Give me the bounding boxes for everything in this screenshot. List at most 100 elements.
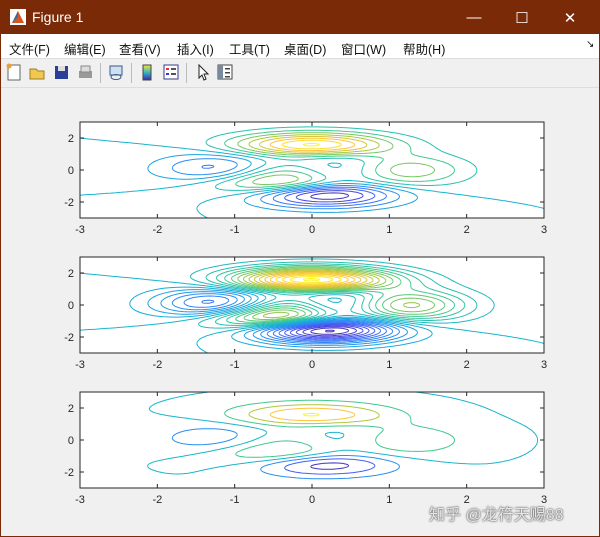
x-tick-label: -2	[152, 224, 162, 236]
contour-line	[264, 271, 362, 287]
property-inspector-icon[interactable]	[216, 63, 234, 81]
menu-window[interactable]: 窗口(W)	[341, 43, 387, 57]
contour-line	[205, 126, 478, 191]
new-figure-icon[interactable]	[5, 63, 23, 81]
contour-line	[224, 399, 455, 458]
contour-line	[237, 267, 436, 320]
save-icon[interactable]	[52, 63, 70, 81]
contour-line	[258, 136, 368, 153]
menu-insert[interactable]: 插入(I)	[177, 43, 214, 57]
contour-axes-3: -3 -2 -1 0 1 2 3 2 0 -2	[64, 391, 547, 506]
contour-line	[310, 462, 350, 470]
contour-line	[248, 404, 380, 425]
contour-line	[281, 274, 342, 285]
contour-line	[224, 129, 455, 188]
x-tick-label: -1	[230, 224, 240, 236]
y-tick-label: 2	[68, 133, 74, 145]
contour-line	[284, 323, 376, 340]
title-bar: Figure 1 — ☐ ✕	[1, 1, 599, 34]
minimize-button[interactable]: —	[466, 9, 482, 26]
contour-line	[269, 137, 356, 152]
contour-line	[295, 325, 364, 338]
contour-line	[129, 286, 433, 351]
contour-line	[183, 295, 394, 343]
menu-edit[interactable]: 编辑(E)	[64, 43, 106, 57]
menu-tools[interactable]: 工具(T)	[229, 43, 270, 57]
contour-axes-2: -3 -2 -1 0 1 2 3 2 0 -2	[64, 256, 547, 371]
contour-line	[231, 266, 446, 322]
contour-line	[253, 270, 374, 289]
contour-line	[79, 272, 545, 354]
y-tick-label: -2	[64, 332, 74, 344]
y-tick-label: -2	[64, 197, 74, 209]
contour-line	[325, 329, 335, 333]
contour-line	[171, 428, 400, 480]
menu-desktop[interactable]: 桌面(D)	[284, 43, 327, 57]
menu-file[interactable]: 文件(F)	[9, 43, 50, 57]
contour-line	[302, 412, 320, 417]
contour-line	[302, 326, 358, 337]
contour-line	[289, 324, 370, 339]
contour-line	[171, 158, 400, 210]
toolbar-separator	[186, 63, 187, 83]
contour-line	[79, 137, 545, 219]
edit-plot-pointer-icon[interactable]	[194, 63, 212, 81]
toolbar-separator	[100, 63, 101, 83]
maximize-button[interactable]: ☐	[515, 9, 529, 27]
x-tick-label: 1	[386, 494, 392, 506]
x-tick-label: 1	[386, 359, 392, 371]
contour-line	[284, 458, 376, 475]
contour-line	[269, 407, 356, 422]
contour-line	[310, 327, 350, 335]
contour-line	[302, 142, 320, 147]
contour-line	[302, 277, 320, 282]
contour-line	[248, 269, 380, 290]
open-file-icon[interactable]	[28, 63, 46, 81]
contour-line	[147, 154, 418, 213]
contour-line	[284, 188, 376, 205]
contour-line	[201, 164, 387, 207]
x-tick-label: -3	[75, 359, 85, 371]
x-tick-label: 0	[309, 359, 315, 371]
menu-help[interactable]: 帮助(H)	[403, 43, 446, 57]
contour-line	[269, 272, 356, 287]
insert-legend-icon[interactable]	[162, 63, 180, 81]
contour-line	[201, 299, 387, 342]
menu-view[interactable]: 查看(V)	[119, 43, 161, 57]
contour-line	[243, 268, 421, 319]
dock-arrow-icon[interactable]: ↘	[586, 39, 595, 50]
toolbar	[1, 59, 599, 88]
contour-line	[275, 273, 349, 286]
x-tick-label: -2	[152, 494, 162, 506]
print-icon[interactable]	[76, 63, 94, 81]
close-button[interactable]: ✕	[563, 9, 577, 27]
contour-line	[289, 276, 334, 284]
x-tick-label: 2	[464, 494, 470, 506]
contour-line	[147, 391, 539, 475]
matlab-logo-icon	[10, 9, 26, 25]
contour-line	[281, 139, 342, 150]
contour-line	[189, 258, 495, 329]
y-tick-label: 0	[68, 435, 74, 447]
contour-line	[310, 192, 350, 200]
contour-line	[295, 190, 364, 203]
y-tick-label: 2	[68, 268, 74, 280]
window-title: Figure 1	[32, 9, 84, 25]
contour-line	[237, 132, 436, 185]
contour-line	[258, 271, 368, 288]
contour-line	[224, 264, 455, 323]
menu-bar: 文件(F) 编辑(E) 查看(V) 插入(I) 工具(T) 桌面(D) 窗口(W…	[1, 34, 599, 59]
contour-line	[160, 291, 408, 346]
x-tick-label: 2	[464, 224, 470, 236]
y-tick-label: 2	[68, 403, 74, 415]
x-tick-label: -3	[75, 494, 85, 506]
contour-line	[248, 134, 380, 155]
contour-line	[278, 322, 382, 341]
x-tick-label: -1	[230, 359, 240, 371]
contour-line	[147, 289, 418, 348]
link-plot-icon[interactable]	[107, 63, 125, 81]
watermark: 知乎 @龙符天赐88	[429, 507, 564, 524]
insert-colorbar-icon[interactable]	[138, 63, 156, 81]
